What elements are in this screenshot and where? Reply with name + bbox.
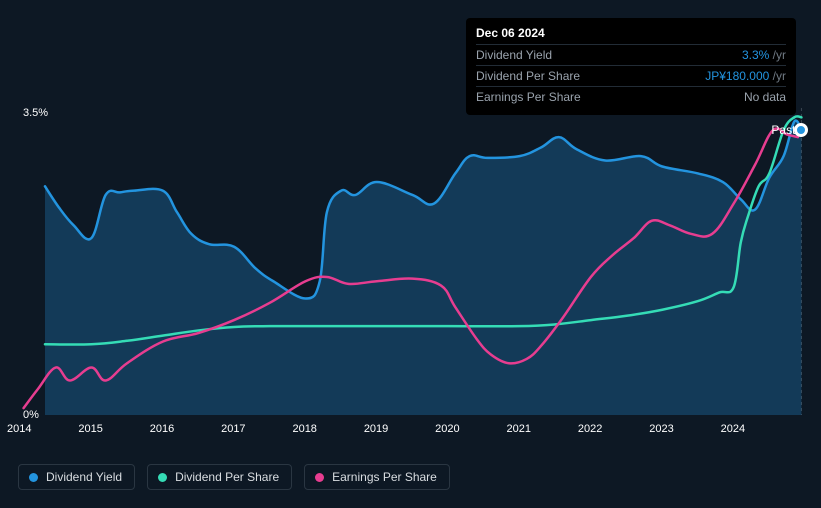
- past-label-text: Past: [771, 123, 795, 137]
- legend-label: Earnings Per Share: [332, 470, 437, 484]
- x-tick: 2022: [578, 423, 602, 435]
- legend-item-dividend-per-share[interactable]: Dividend Per Share: [147, 464, 292, 490]
- legend-dot-icon: [29, 473, 38, 482]
- legend-item-dividend-yield[interactable]: Dividend Yield: [18, 464, 135, 490]
- x-tick: 2016: [150, 423, 174, 435]
- tooltip: Dec 06 2024 Dividend Yield3.3% /yrDivide…: [466, 18, 796, 115]
- x-tick: 2018: [292, 423, 316, 435]
- x-tick: 2024: [721, 423, 745, 435]
- tooltip-row: Dividend Per Share JP¥180.000 /yr: [476, 65, 786, 86]
- y-tick-bottom: 0%: [23, 409, 39, 421]
- legend-dot-icon: [315, 473, 324, 482]
- x-tick: 2015: [78, 423, 102, 435]
- chart-container: 3.5% 0% 2014 2015 2016 2017 2018 2019 2020 2021…: [0, 0, 821, 508]
- tooltip-row: Dividend Yield 3.3% /yr: [476, 44, 786, 65]
- x-tick: 2014: [7, 423, 31, 435]
- x-tick: 2023: [649, 423, 673, 435]
- tooltip-row-value: No data: [744, 88, 786, 106]
- legend-label: Dividend Per Share: [175, 470, 279, 484]
- x-tick: 2020: [435, 423, 459, 435]
- tooltip-date: Dec 06 2024: [476, 24, 786, 44]
- tooltip-row: Earnings Per Share No data: [476, 86, 786, 107]
- tooltip-row-label: Dividend Per Share: [476, 67, 580, 85]
- x-tick: 2021: [507, 423, 531, 435]
- past-label: Past: [771, 123, 795, 137]
- legend-item-earnings-per-share[interactable]: Earnings Per Share: [304, 464, 450, 490]
- y-tick-top: 3.5%: [23, 107, 48, 119]
- x-tick: 2017: [221, 423, 245, 435]
- legend-dot-icon: [158, 473, 167, 482]
- legend: Dividend Yield Dividend Per Share Earnin…: [18, 464, 450, 490]
- tooltip-row-value: JP¥180.000 /yr: [705, 67, 786, 85]
- x-tick: 2019: [364, 423, 388, 435]
- legend-label: Dividend Yield: [46, 470, 122, 484]
- tooltip-row-label: Dividend Yield: [476, 46, 552, 64]
- tooltip-row-label: Earnings Per Share: [476, 88, 581, 106]
- tooltip-row-value: 3.3% /yr: [742, 46, 786, 64]
